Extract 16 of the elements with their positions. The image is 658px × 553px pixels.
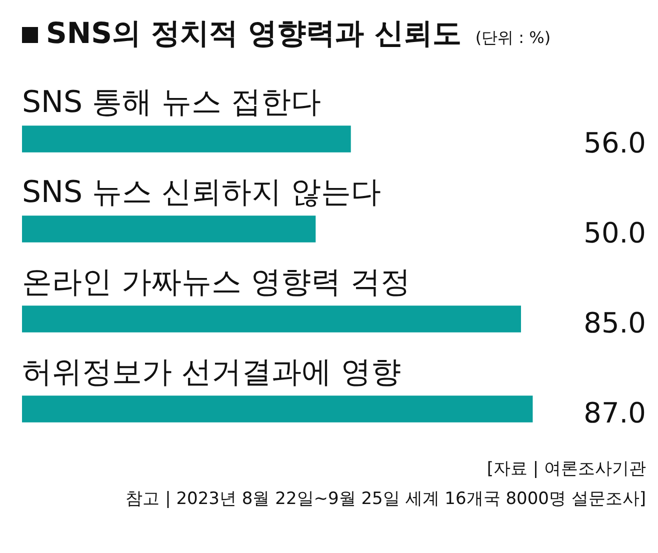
- y-tick-label: SNS 통해 뉴스 접한다: [22, 84, 322, 120]
- y-tick-label: SNS 뉴스 신뢰하지 않는다: [22, 174, 382, 210]
- data-label: 87.0: [584, 396, 646, 430]
- bar: [22, 306, 521, 332]
- bar: [22, 126, 351, 152]
- chart-subtitle: (단위 : %): [475, 28, 551, 49]
- bar: [22, 216, 316, 242]
- chart-title: SNS의 정치적 영향력과 신뢰도: [46, 15, 462, 52]
- bar: [22, 396, 533, 422]
- y-tick-label: 온라인 가짜뉴스 영향력 걱정: [22, 264, 411, 300]
- y-tick-label: 허위정보가 선거결과에 영향: [22, 354, 402, 390]
- data-label: 50.0: [584, 216, 646, 250]
- text: 참고 | 2023년 8월 22일~9월 25일 세계 16개국 8000명 설문조사]: [124, 488, 646, 511]
- text: [자료 | 여론조사기관: [486, 458, 646, 481]
- data-label: 56.0: [584, 126, 646, 160]
- data-label: 85.0: [584, 306, 646, 340]
